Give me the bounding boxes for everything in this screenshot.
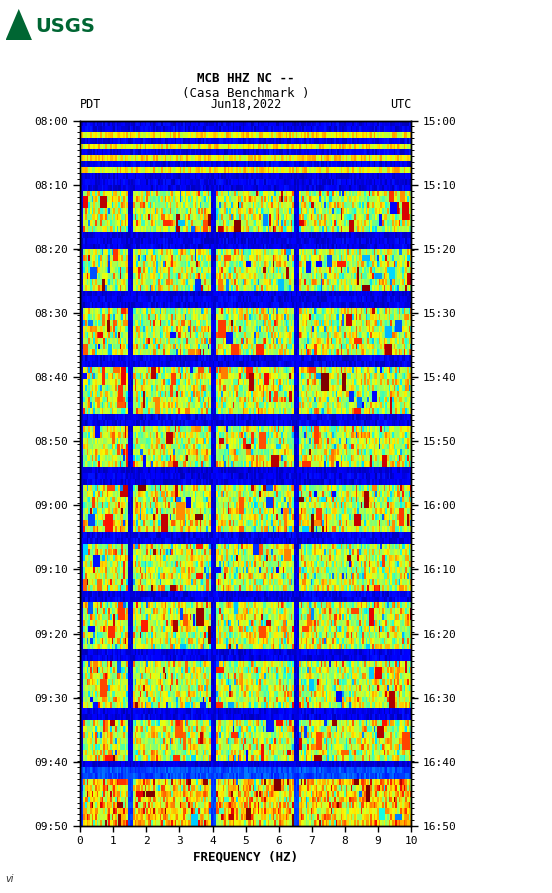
Text: Jun18,2022: Jun18,2022 — [210, 97, 282, 111]
Text: vi: vi — [6, 874, 14, 884]
Polygon shape — [6, 9, 32, 40]
Text: (Casa Benchmark ): (Casa Benchmark ) — [182, 87, 309, 100]
Text: USGS: USGS — [35, 17, 95, 37]
Text: PDT: PDT — [80, 97, 102, 111]
Text: MCB HHZ NC --: MCB HHZ NC -- — [197, 71, 294, 85]
Text: UTC: UTC — [390, 97, 411, 111]
X-axis label: FREQUENCY (HZ): FREQUENCY (HZ) — [193, 851, 298, 864]
